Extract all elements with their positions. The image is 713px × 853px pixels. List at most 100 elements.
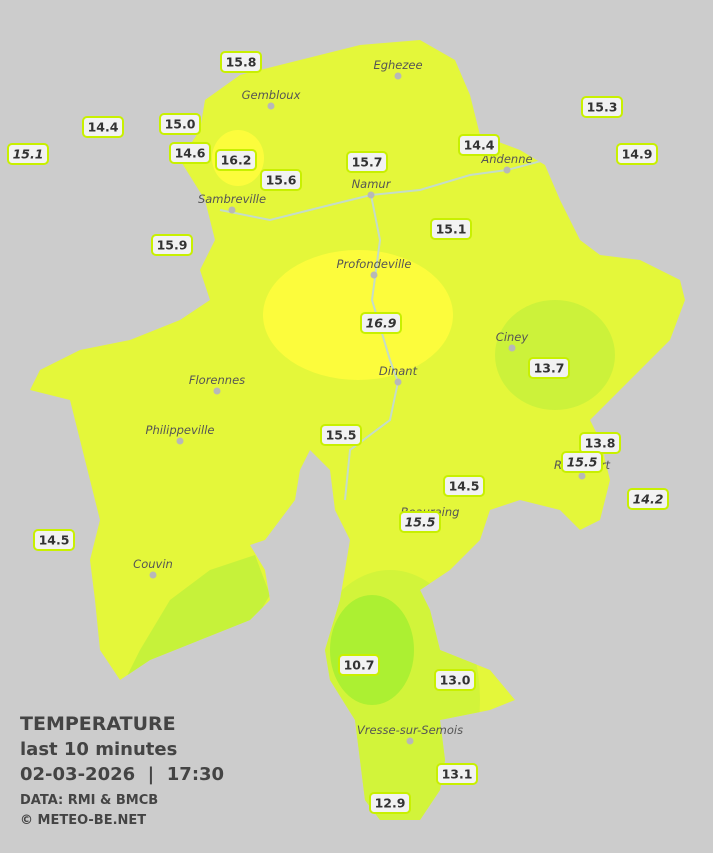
station-box [458,134,500,156]
city-dot [406,737,414,745]
station-value: 14.2 [633,492,664,507]
station-value: 15.5 [326,428,357,443]
station: 15.3 [581,96,623,118]
city-label: Sambreville [198,192,266,206]
city-label: Eghezee [373,58,422,72]
station-box [430,218,472,240]
city-dot [267,102,275,110]
station: 14.6 [169,142,211,164]
station-value: 15.8 [226,55,257,70]
city-label: Ciney [496,330,529,344]
station-box [33,529,75,551]
station-box [169,142,211,164]
station-value: 14.5 [39,533,70,548]
legend-timestamp: 02-03-2026 | 17:30 [20,764,224,785]
station-value: 14.4 [464,138,495,153]
city-dot [370,271,378,279]
station-box [159,113,201,135]
city-dot [228,206,236,214]
station-box [215,149,257,171]
station-box [346,151,388,173]
station-box [528,357,570,379]
city-dot [149,571,157,579]
station: 10.7 [338,654,380,676]
station: 15.1 [7,143,49,165]
city-dot [213,387,221,395]
station-value: 10.7 [344,658,375,673]
station-value: 15.9 [157,238,188,253]
city-label: Philippeville [146,423,215,437]
city-dot [176,437,184,445]
station-value: 15.5 [567,455,598,470]
station-value: 14.9 [622,147,653,162]
station-box [436,763,478,785]
station: 13.0 [434,669,476,691]
station-value: 13.0 [440,673,471,688]
station-box [260,169,302,191]
station: 15.5 [399,511,441,533]
station-box [561,451,603,473]
station: 14.9 [616,143,658,165]
legend-period: last 10 minutes [20,739,177,760]
station: 14.5 [443,475,485,497]
city-label: Dinant [379,364,418,378]
station-value: 15.1 [436,222,467,237]
station-value: 15.5 [405,515,436,530]
city-dot [394,378,402,386]
station: 15.1 [430,218,472,240]
city-dot [503,166,511,174]
station-value: 15.7 [352,155,383,170]
city-dot [508,344,516,352]
city-label: Gembloux [242,88,301,102]
station-box [369,792,411,814]
station: 14.5 [33,529,75,551]
station-box [616,143,658,165]
station: 14.4 [458,134,500,156]
station-box [443,475,485,497]
station-value: 15.0 [165,117,196,132]
station-value: 14.4 [88,120,119,135]
station: 15.7 [346,151,388,173]
station-box [399,511,441,533]
station-box [151,234,193,256]
station: 16.2 [215,149,257,171]
station: 14.2 [627,488,669,510]
city-dot [367,191,375,199]
station-box [320,424,362,446]
station: 15.9 [151,234,193,256]
station-box [434,669,476,691]
city-label: Profondeville [337,257,412,271]
city-dot [578,472,586,480]
station: 15.0 [159,113,201,135]
station-value: 13.7 [534,361,565,376]
station: 15.8 [220,51,262,73]
station-box [220,51,262,73]
legend-source: DATA: RMI & BMCB [20,793,158,808]
station: 16.9 [360,312,402,334]
station-value: 13.1 [442,767,473,782]
station-box [338,654,380,676]
station-box [360,312,402,334]
station-value: 15.1 [13,147,44,162]
station: 13.1 [436,763,478,785]
station-box [581,96,623,118]
city-label: Namur [352,177,392,191]
stations: 15.8 14.4 15.1 15.0 14.6 16.2 15.6 15.7 14.4 15.3… [7,51,669,814]
station: 15.5 [320,424,362,446]
station-value: 15.6 [266,173,297,188]
station-value: 13.8 [585,436,616,451]
station-value: 12.9 [375,796,406,811]
station: 15.6 [260,169,302,191]
station-value: 16.9 [366,316,397,331]
city-dot [394,72,402,80]
city-label: Florennes [189,373,245,387]
station-value: 15.3 [587,100,618,115]
legend-copyright: © METEO-BE.NET [20,813,146,828]
station: 15.5 [561,451,603,473]
station-box [7,143,49,165]
station: 13.8 [579,432,621,454]
station-box [82,116,124,138]
station-value: 16.2 [221,153,252,168]
station: 12.9 [369,792,411,814]
